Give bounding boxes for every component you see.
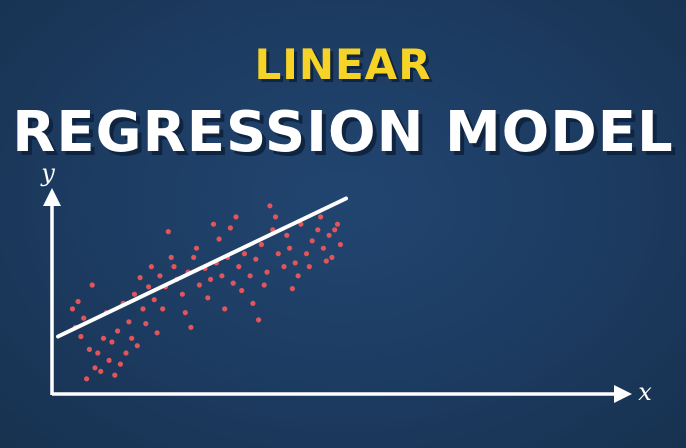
data-point <box>273 214 278 219</box>
data-point <box>217 236 222 241</box>
data-point <box>329 255 334 260</box>
data-point <box>87 347 92 352</box>
data-point <box>171 264 176 269</box>
data-point <box>222 306 227 311</box>
data-point <box>315 227 320 232</box>
data-points <box>70 203 343 381</box>
data-point <box>332 227 337 232</box>
data-point <box>155 330 160 335</box>
data-point <box>101 336 106 341</box>
data-point <box>129 336 134 341</box>
data-point <box>267 203 272 208</box>
data-point <box>318 214 323 219</box>
data-point <box>81 316 86 321</box>
data-point <box>239 288 244 293</box>
data-point <box>188 325 193 330</box>
data-point <box>194 246 199 251</box>
data-point <box>262 282 267 287</box>
data-point <box>183 310 188 315</box>
data-point <box>143 321 148 326</box>
data-point <box>107 358 112 363</box>
data-point <box>160 306 165 311</box>
data-point <box>264 270 269 275</box>
data-point <box>228 225 233 230</box>
data-point <box>138 275 143 280</box>
data-point <box>132 292 137 297</box>
data-point <box>310 238 315 243</box>
data-point <box>338 242 343 247</box>
data-point <box>197 282 202 287</box>
data-point <box>321 246 326 251</box>
data-point <box>70 306 75 311</box>
data-point <box>92 365 97 370</box>
data-point <box>95 350 100 355</box>
data-point <box>191 255 196 260</box>
data-point <box>256 317 261 322</box>
data-point <box>123 350 128 355</box>
data-point <box>152 297 157 302</box>
data-point <box>259 242 264 247</box>
x-axis-arrow-icon <box>614 385 632 403</box>
data-point <box>208 277 213 282</box>
data-point <box>219 273 224 278</box>
data-point <box>146 284 151 289</box>
data-point <box>118 362 123 367</box>
x-axis-label: x <box>638 378 652 406</box>
data-point <box>307 264 312 269</box>
data-point <box>296 273 301 278</box>
data-point <box>281 264 286 269</box>
data-point <box>180 292 185 297</box>
data-point <box>242 251 247 256</box>
data-point <box>231 281 236 286</box>
regression-line <box>58 199 346 337</box>
data-point <box>304 251 309 256</box>
y-axis-arrow-icon <box>43 188 61 206</box>
data-point <box>126 319 131 324</box>
data-point <box>115 328 120 333</box>
data-point <box>140 306 145 311</box>
data-point <box>90 282 95 287</box>
data-point <box>248 273 253 278</box>
data-point <box>78 334 83 339</box>
data-point <box>287 246 292 251</box>
data-point <box>149 264 154 269</box>
data-point <box>84 376 89 381</box>
data-point <box>324 258 329 263</box>
data-point <box>293 260 298 265</box>
data-point <box>157 273 162 278</box>
data-point <box>276 251 281 256</box>
data-point <box>211 222 216 227</box>
data-point <box>169 255 174 260</box>
data-point <box>327 233 332 238</box>
data-point <box>284 233 289 238</box>
data-point <box>76 299 81 304</box>
data-point <box>166 229 171 234</box>
data-point <box>109 339 114 344</box>
data-point <box>250 301 255 306</box>
data-point <box>98 369 103 374</box>
data-point <box>290 286 295 291</box>
data-point <box>135 343 140 348</box>
data-point <box>236 264 241 269</box>
data-point <box>112 373 117 378</box>
data-point <box>253 257 258 262</box>
data-point <box>205 295 210 300</box>
y-axis-label: y <box>40 159 55 187</box>
data-point <box>335 222 340 227</box>
data-point <box>233 214 238 219</box>
